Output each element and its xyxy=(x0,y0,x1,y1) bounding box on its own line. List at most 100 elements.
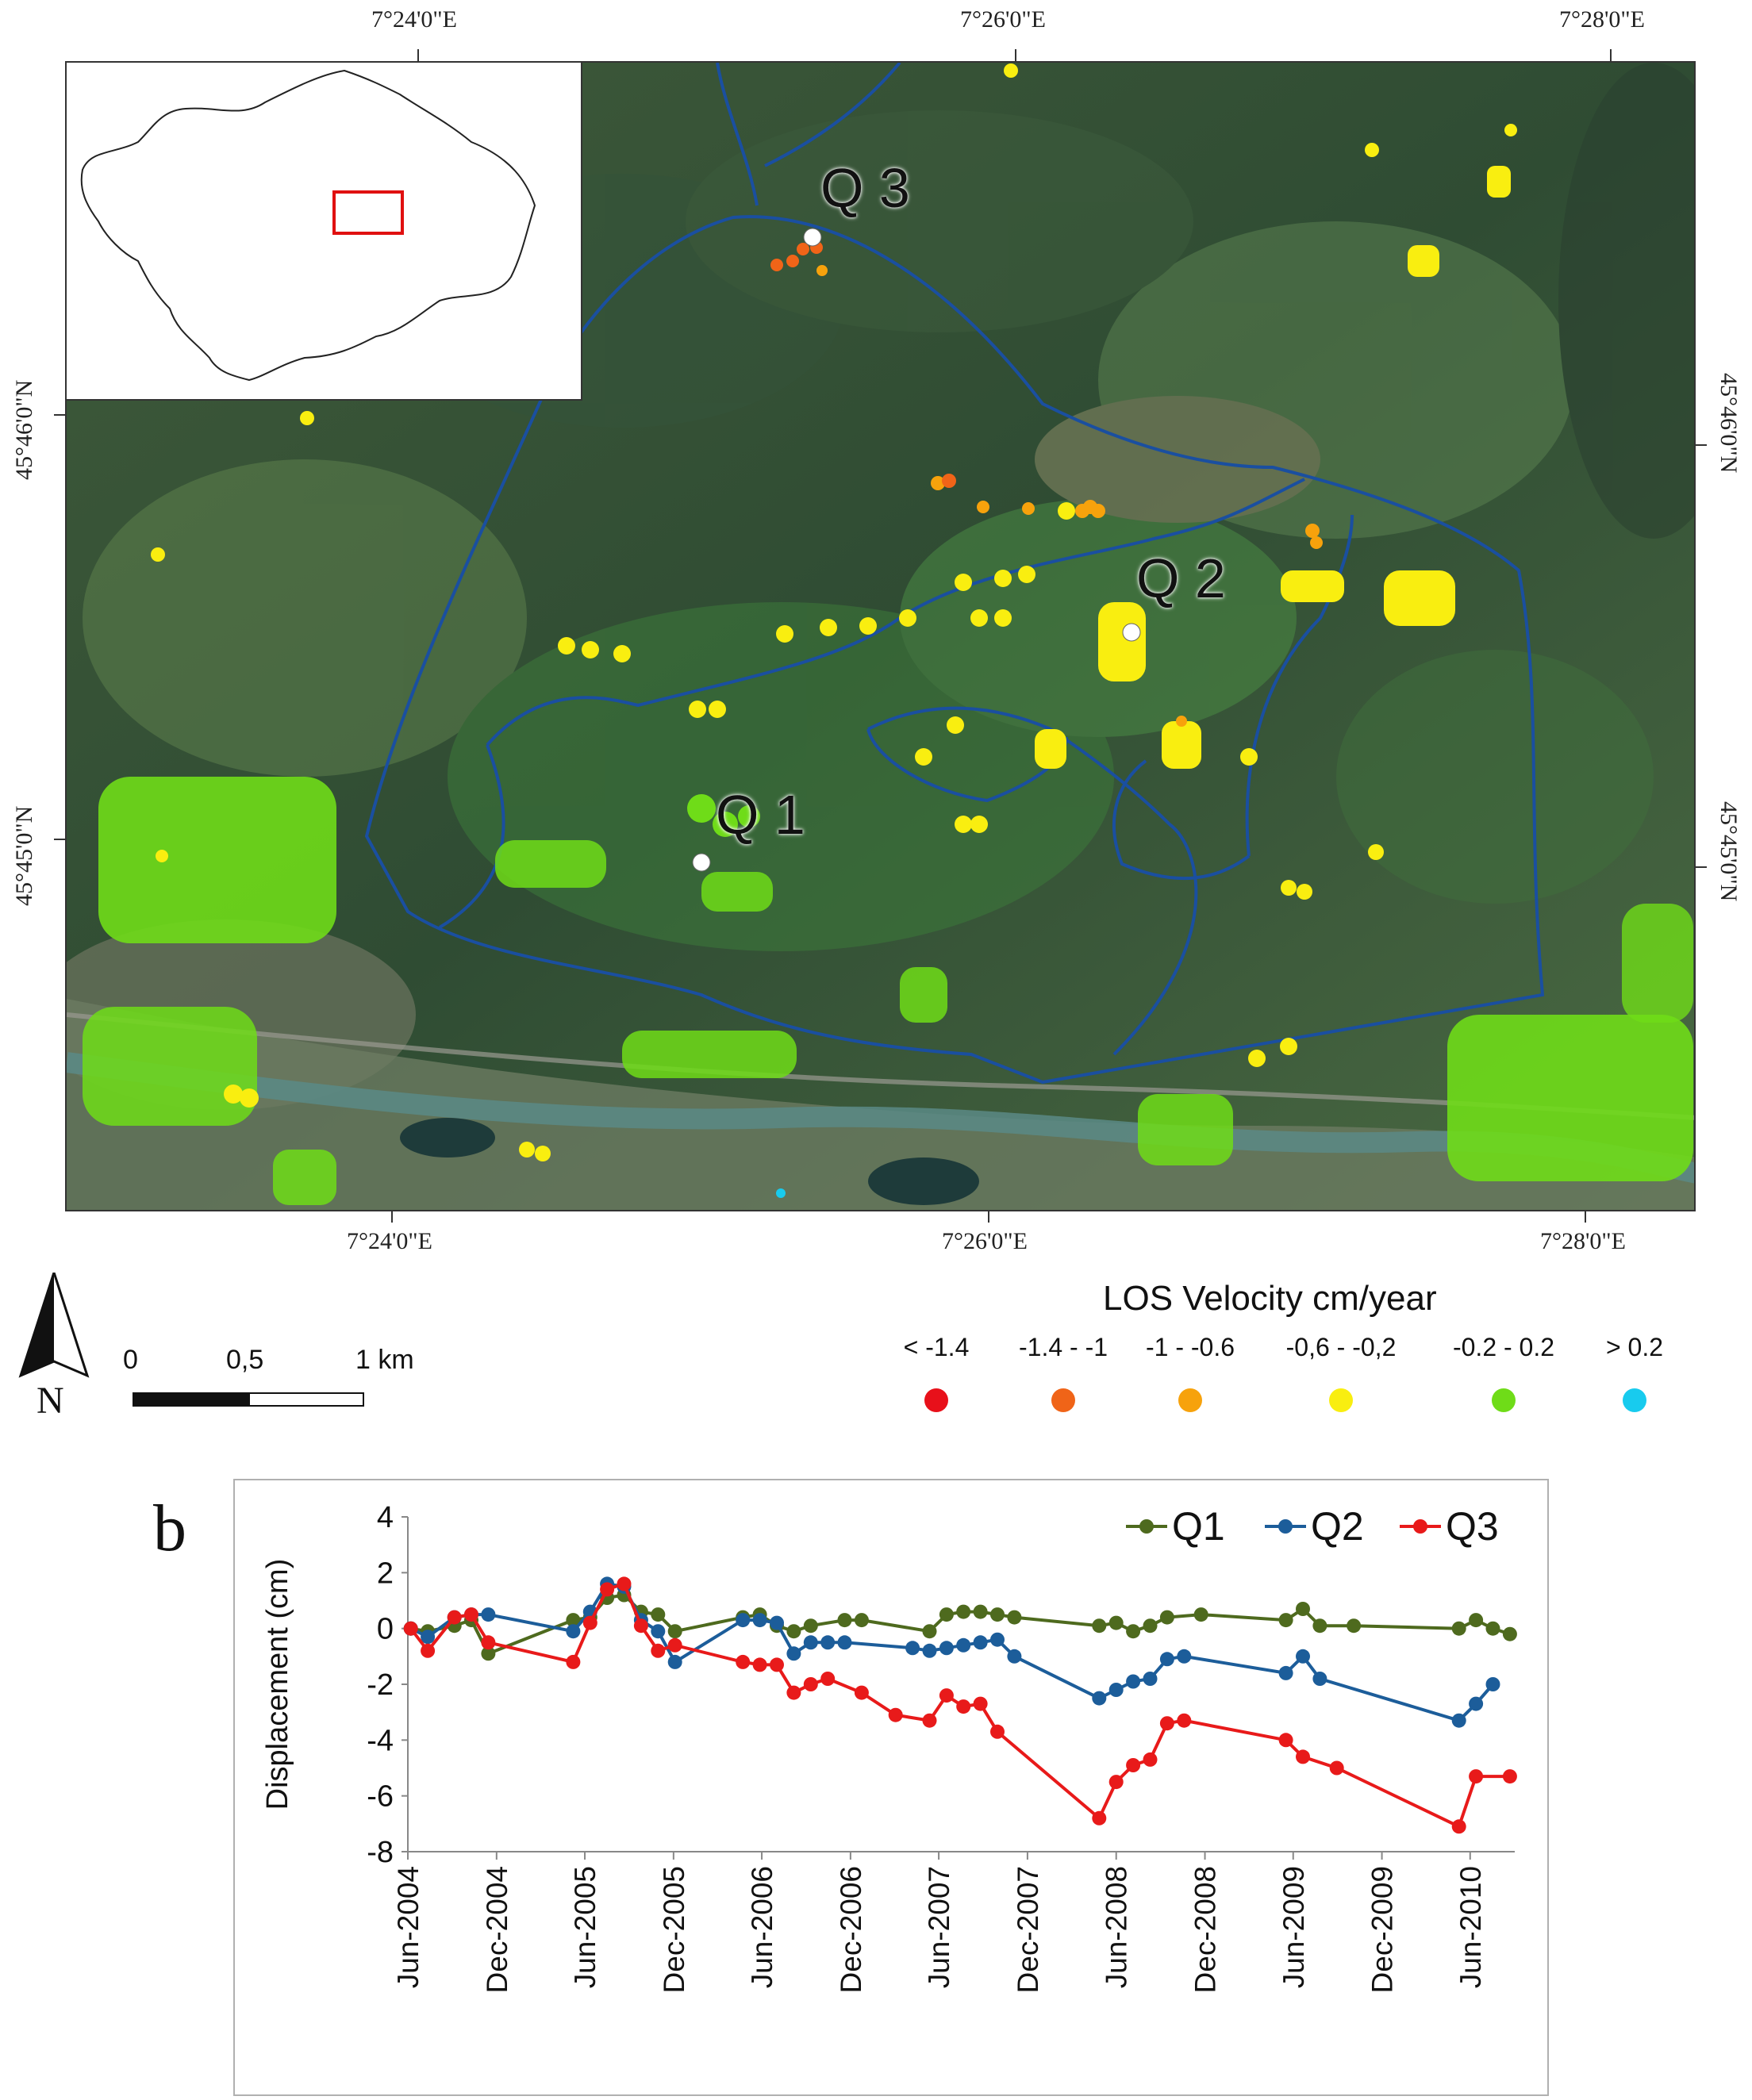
y-axis-label: Displacement (cm) xyxy=(261,1559,294,1810)
data-point-q1 xyxy=(956,1604,971,1619)
data-point-q3 xyxy=(1126,1758,1141,1772)
data-point-q1 xyxy=(667,1624,682,1639)
x-tick-label: Jun-2009 xyxy=(1278,1866,1310,1988)
q2-marker[interactable] xyxy=(1122,623,1141,642)
data-point-q2 xyxy=(651,1624,666,1639)
data-point-q3 xyxy=(1502,1769,1517,1784)
data-point-q3 xyxy=(922,1713,937,1728)
data-point-q1 xyxy=(939,1607,954,1622)
data-point-q1 xyxy=(1143,1618,1158,1634)
q2-label: Q 2 xyxy=(1136,547,1226,609)
data-point-q2 xyxy=(973,1635,988,1650)
legend-label-q3: Q3 xyxy=(1446,1504,1499,1549)
data-point-q2 xyxy=(1278,1665,1293,1680)
data-point-q3 xyxy=(667,1637,682,1653)
data-point-q3 xyxy=(1469,1769,1484,1784)
legend-title: LOS Velocity cm/year xyxy=(1103,1279,1437,1318)
legend-swatch-0 xyxy=(924,1388,948,1412)
data-point-q2 xyxy=(1108,1683,1124,1697)
data-point-q3 xyxy=(1108,1775,1124,1790)
data-point-q1 xyxy=(922,1624,937,1639)
legend-label-3: -0,6 - -0,2 xyxy=(1285,1333,1397,1361)
data-point-q2 xyxy=(1469,1696,1484,1711)
q3-label: Q 3 xyxy=(820,157,910,219)
data-point-q2 xyxy=(803,1635,818,1650)
legend-label-0: < -1.4 xyxy=(903,1333,970,1361)
data-point-q1 xyxy=(1469,1613,1484,1628)
data-point-q3 xyxy=(651,1643,666,1658)
data-point-q1 xyxy=(1312,1618,1327,1634)
data-point-q3 xyxy=(1296,1749,1310,1764)
scale-label-1km: 1 km xyxy=(355,1345,414,1375)
data-point-q2 xyxy=(939,1641,954,1656)
x-tick-label: Jun-2010 xyxy=(1454,1866,1487,1988)
data-point-q2 xyxy=(905,1641,920,1656)
data-point-q1 xyxy=(1193,1607,1208,1622)
data-point-q2 xyxy=(736,1613,751,1628)
x-tick-label: Jun-2008 xyxy=(1101,1866,1133,1988)
top-tick-1: 7°24'0"E xyxy=(371,6,457,33)
legend-marker-q2 xyxy=(1278,1519,1293,1534)
legend-marker-q1 xyxy=(1139,1519,1154,1534)
data-point-q1 xyxy=(837,1613,852,1628)
scale-bar xyxy=(133,1392,364,1407)
data-point-q1 xyxy=(990,1607,1005,1622)
x-tick-label: Dec-2008 xyxy=(1189,1866,1222,1993)
data-point-q2 xyxy=(1177,1649,1192,1664)
x-tick-label: Jun-2006 xyxy=(746,1866,778,1988)
data-point-q1 xyxy=(973,1604,988,1619)
data-point-q2 xyxy=(837,1635,852,1650)
data-point-q3 xyxy=(1159,1716,1174,1731)
data-point-q3 xyxy=(464,1607,478,1622)
data-point-q2 xyxy=(752,1613,767,1628)
legend-marker-q3 xyxy=(1413,1519,1427,1534)
data-point-q3 xyxy=(990,1724,1005,1739)
x-tick-label: Jun-2004 xyxy=(392,1866,425,1988)
data-point-q1 xyxy=(1108,1615,1124,1630)
legend-label-q1: Q1 xyxy=(1172,1504,1225,1549)
data-point-q3 xyxy=(1451,1819,1466,1834)
legend-swatch-5 xyxy=(1623,1388,1646,1412)
data-point-q1 xyxy=(566,1613,581,1628)
data-point-q2 xyxy=(770,1615,784,1630)
x-tick-label: Dec-2009 xyxy=(1366,1866,1399,1993)
legend-swatch-1 xyxy=(1051,1388,1075,1412)
x-tick-label: Jun-2005 xyxy=(569,1866,601,1988)
q1-marker[interactable] xyxy=(692,853,711,872)
data-point-q1 xyxy=(1126,1624,1141,1639)
data-point-q3 xyxy=(1143,1752,1158,1767)
data-point-q1 xyxy=(1007,1610,1022,1625)
data-point-q3 xyxy=(820,1672,836,1686)
data-point-q2 xyxy=(1451,1713,1466,1728)
q3-marker[interactable] xyxy=(803,228,822,247)
data-point-q1 xyxy=(1451,1621,1466,1636)
data-point-q2 xyxy=(1159,1652,1174,1667)
data-point-q2 xyxy=(1092,1691,1107,1706)
data-point-q3 xyxy=(956,1699,971,1714)
inset-study-area-rect xyxy=(332,190,404,235)
data-point-q3 xyxy=(888,1707,903,1722)
q1-label: Q 1 xyxy=(716,784,805,846)
y-tick-label: -4 xyxy=(367,1724,394,1757)
data-point-q2 xyxy=(421,1630,436,1645)
bottom-tick-1: 7°24'0"E xyxy=(347,1228,432,1254)
data-point-q1 xyxy=(803,1618,818,1634)
data-point-q2 xyxy=(566,1624,581,1639)
data-point-q1 xyxy=(1092,1618,1107,1634)
data-point-q2 xyxy=(956,1637,971,1653)
scale-label-half: 0,5 xyxy=(226,1345,264,1375)
data-point-q2 xyxy=(1007,1649,1022,1664)
data-point-q3 xyxy=(1177,1713,1192,1728)
panel-b-letter: b xyxy=(153,1491,186,1565)
data-point-q2 xyxy=(820,1635,836,1650)
ps-points-green xyxy=(83,777,1693,1205)
y-tick-label: -2 xyxy=(367,1668,394,1702)
data-point-q3 xyxy=(736,1654,751,1669)
data-point-q1 xyxy=(481,1646,496,1661)
legend-label-1: -1.4 - -1 xyxy=(1018,1333,1108,1361)
data-point-q3 xyxy=(786,1685,801,1700)
data-point-q2 xyxy=(990,1632,1005,1647)
data-point-q3 xyxy=(1092,1810,1107,1826)
x-tick-label: Dec-2007 xyxy=(1012,1866,1044,1993)
